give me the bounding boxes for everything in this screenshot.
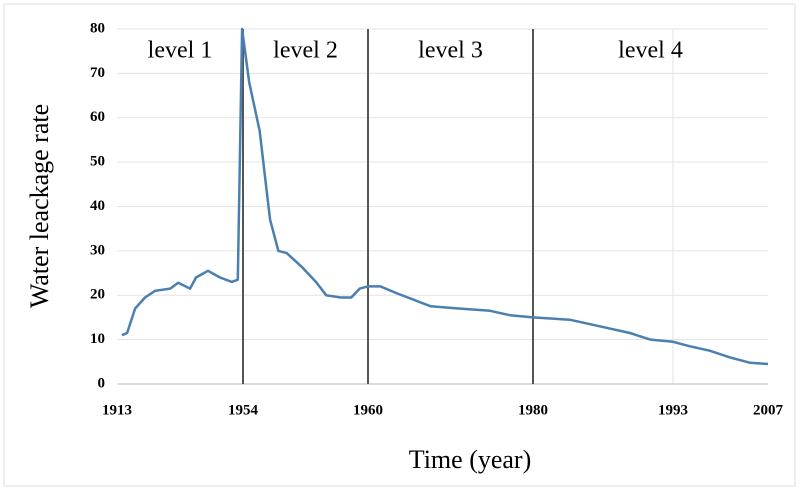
- y-tick-label: 70: [90, 65, 105, 81]
- annotation: level 4: [618, 38, 683, 64]
- x-tick-label: 2007: [753, 402, 784, 418]
- annotation: level 3: [418, 38, 483, 64]
- annotation: level 1: [148, 38, 213, 64]
- frame: [3, 3, 796, 487]
- x-tick-label: 1980: [518, 402, 548, 418]
- y-tick-label: 80: [90, 20, 105, 36]
- x-tick-label: 1954: [228, 402, 259, 418]
- y-tick-label: 30: [90, 242, 105, 258]
- y-tick-label: 40: [90, 198, 105, 214]
- x-tick-label: 1960: [353, 402, 383, 418]
- y-tick-label: 20: [90, 287, 105, 303]
- y-tick-label: 0: [98, 375, 106, 391]
- y-tick-label: 60: [90, 109, 105, 125]
- y-tick-label: 10: [90, 331, 105, 347]
- x-tick-label: 1913: [102, 402, 132, 418]
- data-line: [121, 27, 769, 366]
- x-axis-title: Time (year): [409, 445, 532, 474]
- y-tick-label: 50: [90, 154, 105, 170]
- annotation: level 2: [273, 38, 338, 64]
- x-tick-label: 1993: [658, 402, 688, 418]
- y-axis-title: Water leackage rate: [25, 104, 54, 308]
